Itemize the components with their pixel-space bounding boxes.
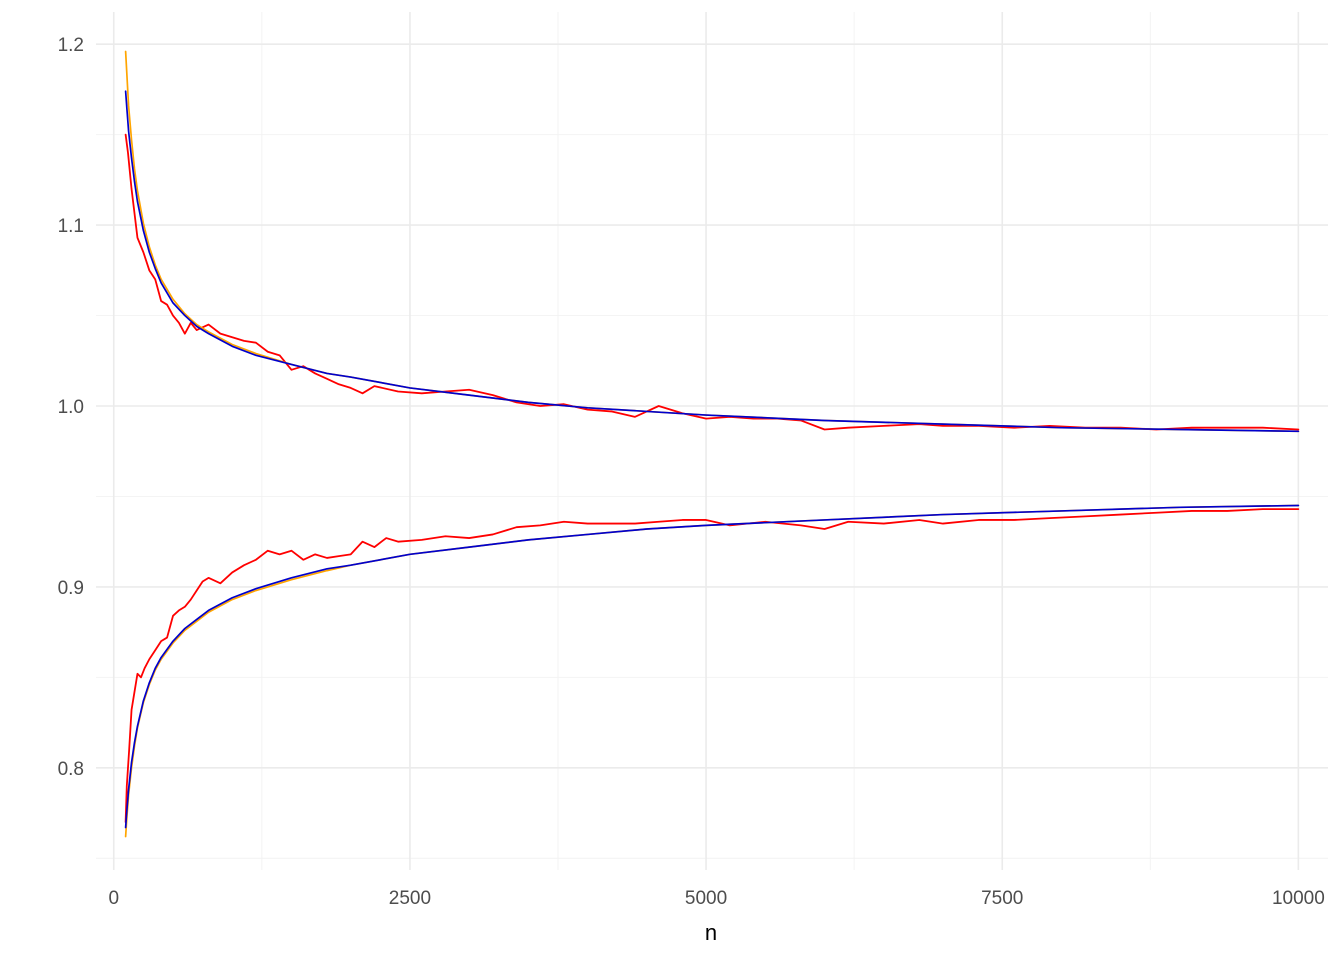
series-lines — [124, 50, 1300, 838]
y-tick-label: 0.8 — [58, 759, 84, 780]
series-line-4-lower — [124, 504, 1300, 838]
y-tick-label: 0.9 — [58, 578, 84, 599]
x-tick-label: 7500 — [981, 888, 1023, 909]
series-line-3-upper — [124, 50, 1300, 433]
y-tick-label: 1.0 — [58, 397, 84, 418]
y-tick-label: 1.2 — [58, 35, 84, 56]
x-tick-label: 2500 — [389, 888, 431, 909]
series-line-2-lower — [124, 508, 1300, 823]
series-line-6-lower — [124, 504, 1300, 829]
grid-lines — [96, 12, 1328, 870]
y-tick-label: 1.1 — [58, 216, 84, 237]
x-tick-label: 0 — [108, 888, 119, 909]
x-tick-label: 5000 — [685, 888, 727, 909]
y-axis-tick-labels: 0.8 0.9 1.0 1.1 1.2 — [58, 35, 84, 780]
x-axis-tick-labels: 0 2500 5000 7500 10000 — [108, 888, 1324, 909]
series-line-1-upper — [124, 133, 1300, 431]
x-axis-title: n — [705, 920, 717, 945]
x-tick-label: 10000 — [1272, 888, 1325, 909]
series-line-5-upper — [124, 90, 1300, 433]
